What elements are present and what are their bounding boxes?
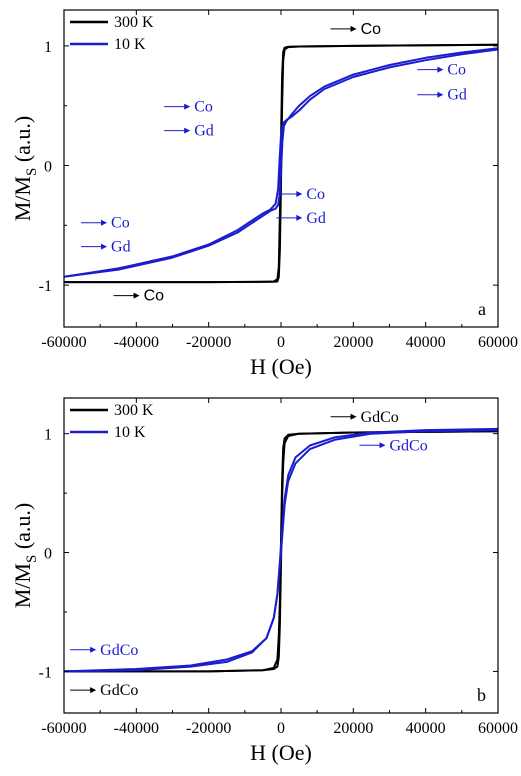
- annotation-label: Co: [194, 99, 213, 116]
- y-tick-label: -1: [39, 664, 52, 681]
- x-tick-label: 20000: [333, 720, 373, 737]
- y-tick-label: 0: [44, 159, 52, 176]
- x-tick-label: 0: [277, 720, 285, 737]
- x-tick-label: -40000: [114, 334, 159, 351]
- annotation-arrowhead: [90, 687, 96, 693]
- annotation-label: Gd: [111, 239, 131, 256]
- annotation-label: GdCo: [100, 642, 138, 659]
- y-axis-label: M/MS (a.u.): [10, 116, 40, 222]
- annotation: Co: [81, 215, 130, 232]
- x-tick-label: -20000: [186, 334, 231, 351]
- annotation-label: Co: [306, 186, 325, 203]
- y-tick-label: 0: [44, 546, 52, 563]
- y-axis-label: M/MS (a.u.): [10, 503, 40, 609]
- annotation-arrowhead: [134, 293, 140, 299]
- x-tick-label: -60000: [41, 720, 86, 737]
- annotation-arrowhead: [90, 647, 96, 653]
- annotation: Gd: [417, 87, 467, 104]
- y-tick-label: 1: [44, 427, 52, 444]
- annotation: Gd: [164, 123, 214, 140]
- annotation-arrowhead: [437, 92, 443, 98]
- annotation-arrowhead: [351, 26, 357, 32]
- y-tick-label: -1: [39, 278, 52, 295]
- annotation: Co: [331, 21, 382, 38]
- x-tick-label: 40000: [406, 334, 446, 351]
- x-tick-label: -60000: [41, 334, 86, 351]
- annotation-label: Gd: [306, 210, 326, 227]
- annotation: Gd: [276, 210, 326, 227]
- annotation-arrowhead: [296, 215, 302, 221]
- annotation: Co: [114, 288, 165, 305]
- annotation-arrowhead: [351, 414, 357, 420]
- annotation: GdCo: [70, 642, 138, 659]
- y-tick-label: 1: [44, 39, 52, 56]
- annotation-arrowhead: [296, 191, 302, 197]
- panel-a: -60000 -40000 -20000 0 20000 40000 60000 -1 0 1 H …: [10, 10, 518, 379]
- annotation-label: GdCo: [361, 409, 399, 426]
- x-tick-label: 40000: [406, 720, 446, 737]
- panel-label: b: [477, 685, 486, 705]
- annotation: GdCo: [360, 437, 428, 454]
- annotation: Co: [417, 62, 466, 79]
- annotation-label: Co: [144, 288, 165, 305]
- x-tick-label: 60000: [478, 720, 518, 737]
- x-axis-label: H (Oe): [250, 740, 312, 765]
- legend-label: 10 K: [114, 36, 146, 53]
- annotation-label: GdCo: [100, 682, 138, 699]
- x-tick-label: -40000: [114, 720, 159, 737]
- annotation: GdCo: [331, 409, 399, 426]
- panel-b: -60000 -40000 -20000 0 20000 40000 60000 -1 0 1 H …: [10, 398, 518, 765]
- annotation-label: Co: [111, 215, 130, 232]
- x-tick-label: 20000: [333, 334, 373, 351]
- legend: 300 K 10 K: [70, 402, 154, 441]
- annotation: Gd: [81, 239, 131, 256]
- annotation-arrowhead: [101, 244, 107, 250]
- legend-label: 300 K: [114, 402, 154, 419]
- legend: 300 K 10 K: [70, 14, 154, 53]
- legend-label: 10 K: [114, 424, 146, 441]
- annotation-arrowhead: [184, 104, 190, 110]
- annotation-label: GdCo: [390, 437, 428, 454]
- annotation-label: Gd: [194, 123, 214, 140]
- series-10-k: [64, 429, 498, 672]
- annotation-arrowhead: [437, 67, 443, 73]
- annotation: Co: [276, 186, 325, 203]
- x-axis-label: H (Oe): [250, 354, 312, 379]
- annotation-label: Gd: [447, 87, 467, 104]
- annotation: Co: [164, 99, 213, 116]
- x-tick-label: -20000: [186, 720, 231, 737]
- annotation-arrowhead: [184, 128, 190, 134]
- annotation: GdCo: [70, 682, 138, 699]
- legend-label: 300 K: [114, 14, 154, 31]
- annotation-arrowhead: [101, 220, 107, 226]
- annotation-label: Co: [361, 21, 382, 38]
- annotation-arrowhead: [380, 442, 386, 448]
- x-tick-label: 0: [277, 334, 285, 351]
- x-tick-label: 60000: [478, 334, 518, 351]
- annotation-label: Co: [447, 62, 466, 79]
- panel-label: a: [478, 299, 486, 319]
- series-line-descending: [64, 429, 498, 672]
